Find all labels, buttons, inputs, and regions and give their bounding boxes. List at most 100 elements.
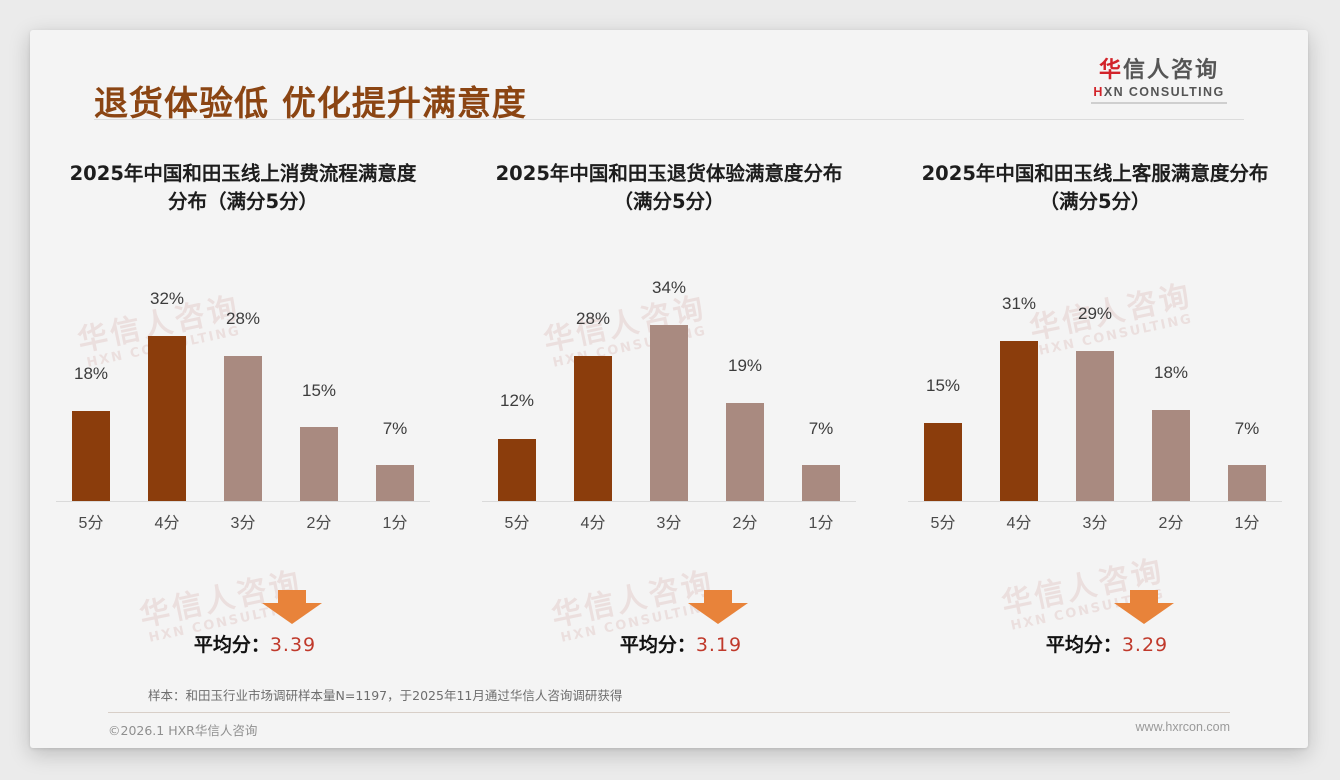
footer-divider <box>108 712 1230 713</box>
bar[interactable] <box>498 438 536 501</box>
down-arrow-icon <box>688 590 748 624</box>
bar[interactable] <box>376 464 414 501</box>
chart-title: 2025年中国和田玉线上消费流程满意度分布（满分5分） <box>69 162 417 214</box>
website-url: www.hxrcon.com <box>1135 720 1230 734</box>
x-axis-line <box>56 500 430 502</box>
x-axis-ticks: 5分 4分 3分 2分 1分 <box>56 509 430 533</box>
bar-group: 18% 32% 28% 15% <box>56 251 430 501</box>
x-tick-label: 5分 <box>930 514 956 532</box>
average-score: 平均分：3.29 <box>882 630 1308 657</box>
bar[interactable] <box>650 324 688 501</box>
bar-column: 29% <box>1060 251 1130 501</box>
logo-english-text: HXN CONSULTING <box>1074 85 1244 99</box>
bar-value-label: 28% <box>575 308 611 328</box>
down-arrow-icon <box>262 590 322 624</box>
down-arrow-icon <box>1114 590 1174 624</box>
x-tick-label: 5分 <box>504 514 530 532</box>
page-title: 退货体验低 优化提升满意度 <box>94 84 527 124</box>
chart-panel-1: 2025年中国和田玉线上消费流程满意度分布（满分5分） 华信人咨询 HXN CO… <box>30 160 456 656</box>
bar-value-label: 19% <box>727 355 763 375</box>
average-block: 华信人咨询 HXN CONSULTING 平均分：3.19 <box>456 565 882 657</box>
logo-accent-char: 华 <box>1098 58 1123 83</box>
average-score: 平均分：3.39 <box>30 630 456 657</box>
average-block: 华信人咨询 HXN CONSULTING 平均分：3.29 <box>882 553 1308 657</box>
bar-value-label: 29% <box>1077 303 1113 323</box>
bar-value-label: 15% <box>925 375 961 395</box>
average-label: 平均分： <box>1045 634 1122 656</box>
bar[interactable] <box>924 422 962 501</box>
bar-column: 19% <box>710 251 780 501</box>
x-tick-label: 1分 <box>1234 514 1260 532</box>
x-tick-label: 4分 <box>580 514 606 532</box>
header-divider <box>94 119 1244 120</box>
average-value: 3.29 <box>1121 634 1169 656</box>
bar-column: 15% <box>284 251 354 501</box>
x-tick-label: 5分 <box>78 514 104 532</box>
bar[interactable] <box>574 355 612 501</box>
bar-value-label: 34% <box>651 277 687 297</box>
bar[interactable] <box>1152 409 1190 501</box>
logo-chinese-text: 华信人咨询 <box>1074 58 1244 83</box>
bar-chart: 华信人咨询 HXN CONSULTING 12% 28% 34% <box>474 251 864 571</box>
bar[interactable] <box>72 410 110 501</box>
bar-group: 15% 31% 29% 18% <box>908 251 1282 501</box>
bar-column: 32% <box>132 251 202 501</box>
charts-row: 2025年中国和田玉线上消费流程满意度分布（满分5分） 华信人咨询 HXN CO… <box>30 160 1308 656</box>
bar[interactable] <box>148 335 186 501</box>
bar-value-label: 31% <box>1001 293 1037 313</box>
bar[interactable] <box>1076 350 1114 501</box>
average-value: 3.19 <box>695 634 743 656</box>
x-tick-label: 2分 <box>732 514 758 532</box>
bar-value-label: 32% <box>149 288 185 308</box>
x-tick-label: 3分 <box>230 514 256 532</box>
average-value: 3.39 <box>269 634 317 656</box>
logo-rest-chars: 信人咨询 <box>1123 58 1220 83</box>
x-tick-label: 4分 <box>1006 514 1032 532</box>
bar-column: 34% <box>634 251 704 501</box>
x-tick-label: 2分 <box>1158 514 1184 532</box>
bar-column: 7% <box>786 251 856 501</box>
bar-column: 28% <box>558 251 628 501</box>
bar-value-label: 15% <box>301 380 337 400</box>
bar-value-label: 7% <box>1234 418 1260 438</box>
logo-en-rest: XN CONSULTING <box>1103 85 1225 100</box>
bar[interactable] <box>726 402 764 501</box>
bar-column: 18% <box>56 251 126 501</box>
bar-group: 12% 28% 34% 19% <box>482 251 856 501</box>
chart-title: 2025年中国和田玉退货体验满意度分布（满分5分） <box>495 162 843 214</box>
logo-underline <box>1091 102 1227 105</box>
x-tick-label: 1分 <box>808 514 834 532</box>
slide-page: 退货体验低 优化提升满意度 华信人咨询 HXN CONSULTING 2025年… <box>30 30 1308 748</box>
bar[interactable] <box>300 426 338 501</box>
average-score: 平均分：3.19 <box>456 630 882 657</box>
x-tick-label: 1分 <box>382 514 408 532</box>
chart-panel-3: 2025年中国和田玉线上客服满意度分布（满分5分） 华信人咨询 HXN CONS… <box>882 160 1308 656</box>
x-axis-ticks: 5分 4分 3分 2分 1分 <box>908 509 1282 533</box>
chart-panel-2: 2025年中国和田玉退货体验满意度分布（满分5分） 华信人咨询 HXN CONS… <box>456 160 882 656</box>
bar-value-label: 28% <box>225 308 261 328</box>
copyright-text: ©2026.1 HXR华信人咨询 <box>108 723 258 738</box>
bar-value-label: 18% <box>73 363 109 383</box>
bar[interactable] <box>802 464 840 501</box>
bar[interactable] <box>224 355 262 501</box>
bar[interactable] <box>1228 464 1266 501</box>
bar-column: 31% <box>984 251 1054 501</box>
logo-en-accent: H <box>1093 85 1104 100</box>
bar-column: 12% <box>482 251 552 501</box>
x-axis-line <box>482 500 856 502</box>
bar[interactable] <box>1000 340 1038 501</box>
x-axis-ticks: 5分 4分 3分 2分 1分 <box>482 509 856 533</box>
x-tick-label: 3分 <box>1082 514 1108 532</box>
company-logo: 华信人咨询 HXN CONSULTING <box>1074 58 1244 105</box>
slide-header: 退货体验低 优化提升满意度 华信人咨询 HXN CONSULTING <box>30 30 1308 124</box>
bar-column: 18% <box>1136 251 1206 501</box>
x-tick-label: 3分 <box>656 514 682 532</box>
bar-column: 7% <box>360 251 430 501</box>
x-tick-label: 4分 <box>154 514 180 532</box>
bar-chart: 华信人咨询 HXN CONSULTING 18% 32% 28% <box>48 251 438 571</box>
average-label: 平均分： <box>619 634 696 656</box>
bar-column: 7% <box>1212 251 1282 501</box>
source-footnote: 样本：和田玉行业市场调研样本量N=1197，于2025年11月通过华信人咨询调研… <box>148 688 623 703</box>
average-block: 华信人咨询 HXN CONSULTING 平均分：3.39 <box>30 565 456 657</box>
bar-chart: 华信人咨询 HXN CONSULTING 15% 31% 29% <box>900 251 1290 571</box>
